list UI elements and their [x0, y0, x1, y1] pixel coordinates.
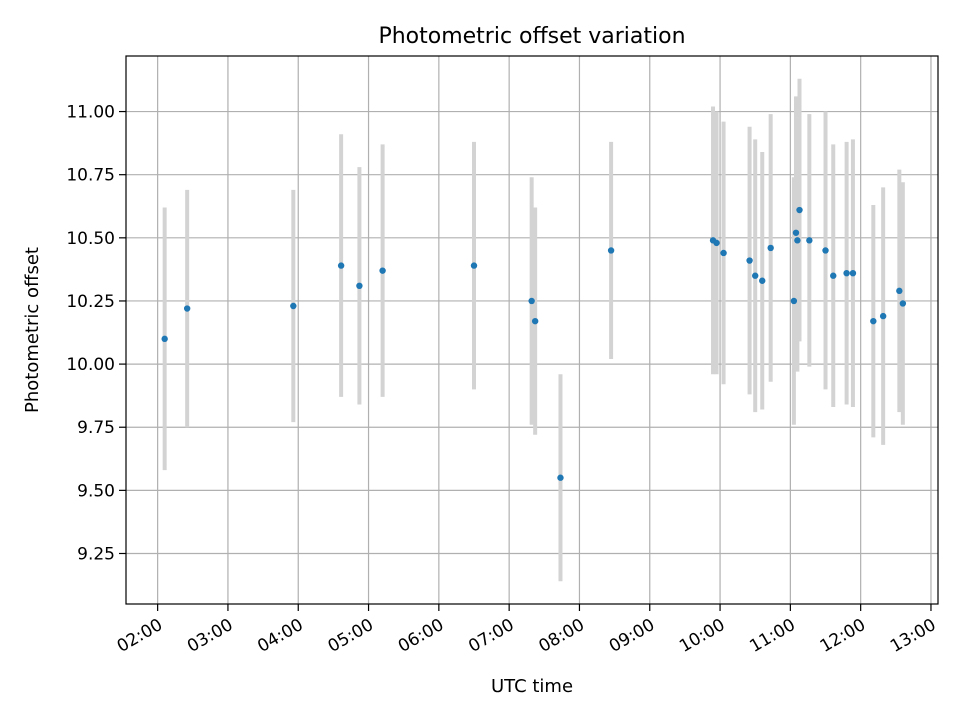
data-point [752, 272, 759, 279]
data-point [470, 262, 478, 269]
data-point [806, 237, 813, 244]
plot-frame [125, 55, 939, 605]
data-point [767, 244, 774, 252]
data-point [849, 269, 857, 277]
y-tick-label: 10.50 [66, 229, 115, 249]
data-point [796, 206, 803, 214]
y-tick-label: 9.75 [77, 418, 115, 438]
data-point [531, 317, 539, 325]
data-point [379, 267, 386, 274]
data-point [183, 305, 191, 312]
data-point [713, 239, 720, 247]
data-point [528, 297, 535, 305]
y-tick-label: 9.25 [77, 544, 115, 564]
data-point [879, 312, 887, 320]
data-point [830, 272, 837, 279]
data-point [792, 229, 800, 236]
y-tick-label: 9.50 [77, 481, 115, 501]
data-point [720, 249, 727, 257]
data-point [790, 297, 798, 305]
y-axis: 9.25 9.50 9.75 10.00 10.25 10.50 10.75 11.00 [66, 103, 126, 564]
data-point [794, 237, 801, 244]
data-point [896, 287, 903, 295]
data-point [822, 247, 829, 254]
x-axis-label: UTC time [491, 676, 573, 697]
y-tick-label: 11.00 [66, 103, 115, 123]
data-point [356, 282, 363, 290]
data-point [899, 300, 907, 307]
data-point [337, 262, 345, 269]
data-point [607, 247, 615, 254]
data-point [759, 277, 766, 284]
data-point [870, 317, 877, 325]
data-point [161, 335, 168, 343]
y-tick-label: 10.75 [66, 166, 115, 186]
chart-title: Photometric offset variation [378, 24, 685, 49]
data-points [161, 206, 907, 481]
data-point [746, 257, 753, 264]
data-point [557, 474, 564, 481]
y-tick-label: 10.25 [66, 292, 115, 312]
y-tick-label: 10.00 [66, 355, 115, 375]
y-axis-label: Photometric offset [22, 247, 43, 413]
data-point [290, 302, 297, 310]
data-point [843, 269, 850, 277]
